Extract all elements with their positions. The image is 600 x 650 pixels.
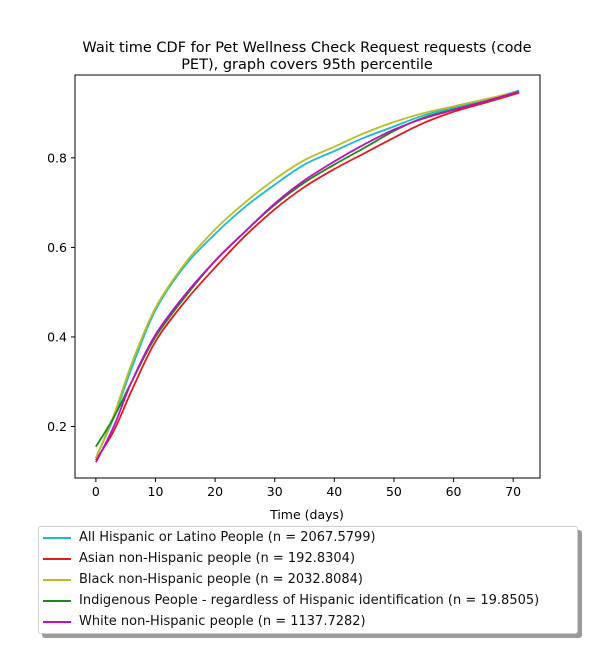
legend-entry-black: Black non-Hispanic people (n = 2032.8084… (39, 569, 363, 590)
legend-swatch-white (43, 620, 71, 623)
y-tick-label: 0.2 (47, 419, 67, 434)
x-tick-label: 20 (207, 484, 223, 499)
y-tick-label: 0.8 (47, 150, 67, 165)
x-tick-label: 40 (326, 484, 342, 499)
legend-swatch-hispanic-latino (43, 536, 71, 539)
legend-entry-asian: Asian non-Hispanic people (n = 192.8304) (39, 548, 355, 569)
y-tick-label: 0.6 (47, 240, 67, 255)
legend-entry-white: White non-Hispanic people (n = 1137.7282… (39, 611, 366, 632)
y-tick-label: 0.4 (47, 329, 67, 344)
legend-label-hispanic-latino: All Hispanic or Latino People (n = 2067.… (79, 530, 376, 545)
legend-label-black: Black non-Hispanic people (n = 2032.8084… (79, 572, 363, 587)
x-tick-label: 70 (505, 484, 521, 499)
plot-area: 0 10 20 30 40 50 60 70 0.2 0.4 0.6 0.8 (47, 89, 521, 499)
legend-swatch-indigenous (43, 599, 71, 602)
series-line-asian (95, 92, 520, 461)
legend-entry-indigenous: Indigenous People - regardless of Hispan… (39, 590, 539, 611)
series-line-hispanic-latino (95, 89, 520, 459)
x-axis-label: Time (days) (269, 507, 344, 522)
x-tick-label: 0 (92, 484, 100, 499)
plot-frame (74, 74, 541, 479)
x-tick-label: 50 (386, 484, 402, 499)
legend-label-indigenous: Indigenous People - regardless of Hispan… (79, 593, 540, 608)
legend-label-asian: Asian non-Hispanic people (n = 192.8304) (79, 551, 356, 566)
legend-label-white: White non-Hispanic people (n = 1137.7282… (79, 614, 366, 629)
legend-entry-hispanic-latino: All Hispanic or Latino People (n = 2067.… (39, 527, 376, 548)
x-tick-label: 30 (267, 484, 283, 499)
x-tick-label: 60 (446, 484, 462, 499)
series-line-black (95, 90, 520, 459)
chart-title-line-1: Wait time CDF for Pet Wellness Check Req… (82, 40, 531, 56)
legend-swatch-asian (43, 557, 71, 560)
legend-swatch-black (43, 578, 71, 581)
series-line-white (95, 90, 520, 463)
series-line-indigenous (95, 90, 520, 448)
legend: All Hispanic or Latino People (n = 2067.… (38, 526, 578, 634)
x-tick-label: 10 (148, 484, 164, 499)
chart-title-line-2: PET), graph covers 95th percentile (181, 57, 433, 73)
